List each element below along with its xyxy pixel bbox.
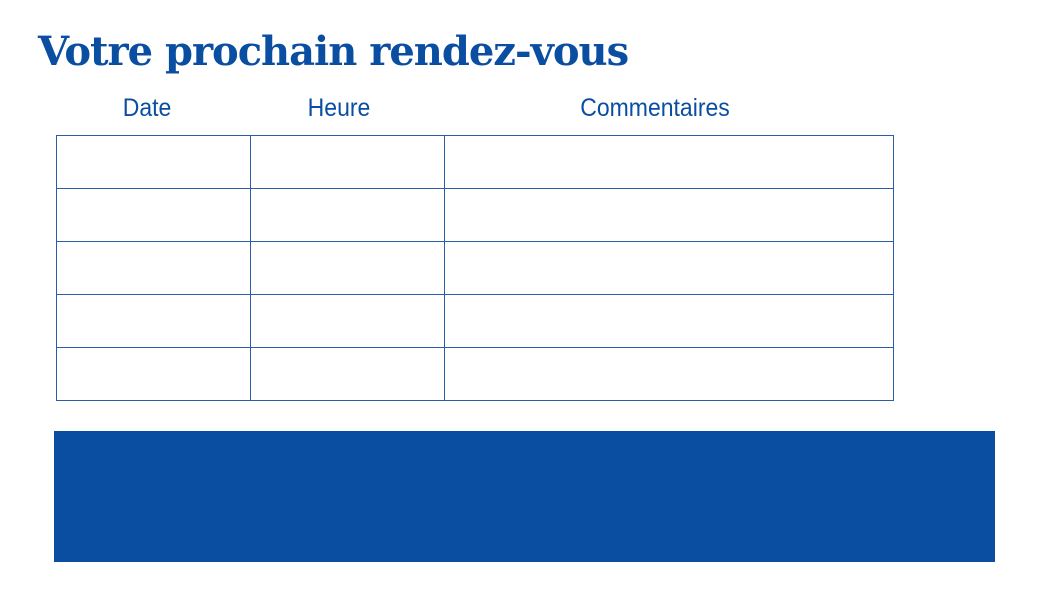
cell-date[interactable] xyxy=(56,294,251,348)
cell-commentaires[interactable] xyxy=(444,347,894,401)
cell-commentaires[interactable] xyxy=(444,241,894,295)
cell-heure[interactable] xyxy=(250,135,445,189)
cell-commentaires[interactable] xyxy=(444,135,894,189)
cell-heure[interactable] xyxy=(250,188,445,242)
table-row xyxy=(56,294,894,348)
cell-heure[interactable] xyxy=(250,347,445,401)
page-title: Votre prochain rendez-vous xyxy=(38,28,629,75)
column-header-commentaires: Commentaires xyxy=(580,94,730,122)
appointment-table xyxy=(56,135,894,401)
cell-date[interactable] xyxy=(56,135,251,189)
column-header-date: Date xyxy=(122,94,172,122)
cell-date[interactable] xyxy=(56,241,251,295)
table-row xyxy=(56,241,894,295)
table-row xyxy=(56,135,894,189)
cell-heure[interactable] xyxy=(250,294,445,348)
cell-commentaires[interactable] xyxy=(444,188,894,242)
cell-commentaires[interactable] xyxy=(444,294,894,348)
cell-date[interactable] xyxy=(56,347,251,401)
table-row xyxy=(56,188,894,242)
blue-banner xyxy=(54,431,995,562)
cell-date[interactable] xyxy=(56,188,251,242)
column-header-heure: Heure xyxy=(307,94,371,122)
table-row xyxy=(56,347,894,401)
cell-heure[interactable] xyxy=(250,241,445,295)
